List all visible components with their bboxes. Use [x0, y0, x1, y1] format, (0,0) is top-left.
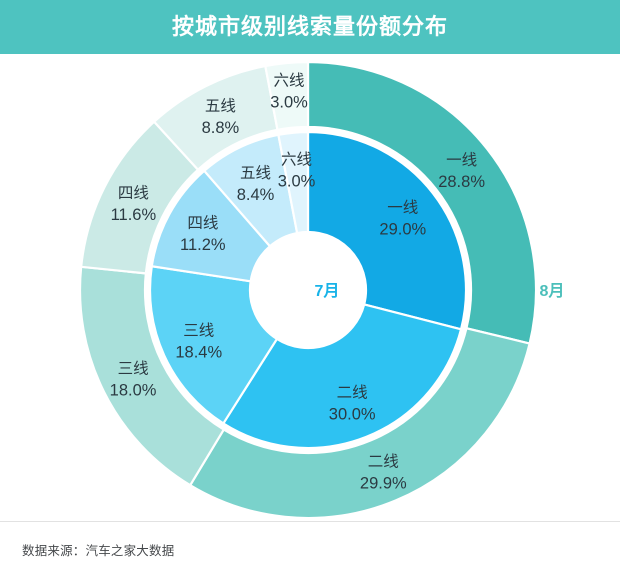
slice-value-outer-一线: 28.8% — [438, 173, 485, 191]
inner-ring-labels: 一线 29.0% 二线 30.0% 三线 18.4% 四线 11.2% 五线 8.4% 六线 3.0% — [175, 151, 426, 424]
donut-slice-inner-二线[interactable] — [221, 303, 463, 450]
slice-value-outer-五线: 8.8% — [202, 119, 240, 137]
slice-value-outer-六线: 3.0% — [270, 93, 308, 111]
title-bar: 按城市级别线索量份额分布 — [0, 0, 620, 54]
slice-value-inner-二线: 30.0% — [329, 406, 376, 424]
slice-label-outer-四线: 四线 — [118, 184, 149, 202]
slice-value-outer-二线: 29.9% — [360, 474, 407, 492]
ring-label-july: 7月 — [315, 282, 340, 300]
slice-value-outer-四线: 11.6% — [111, 206, 157, 224]
outer-ring-labels: 一线 28.8% 二线 29.9% 三线 18.0% 四线 11.6% 五线 8.8% 六线 3.0% — [110, 71, 486, 492]
slice-label-inner-二线: 二线 — [337, 384, 368, 402]
inner-ring-july — [148, 130, 468, 450]
slice-value-inner-六线: 3.0% — [278, 173, 316, 191]
slice-label-outer-六线: 六线 — [274, 71, 305, 89]
slice-value-outer-三线: 18.0% — [110, 381, 157, 399]
donut-slice-outer-一线[interactable] — [306, 60, 538, 345]
slice-value-inner-三线: 18.4% — [175, 344, 222, 362]
page-title: 按城市级别线索量份额分布 — [171, 14, 448, 39]
slice-label-outer-二线: 二线 — [368, 452, 399, 470]
donut-slice-inner-六线[interactable] — [277, 130, 310, 235]
donut-slice-inner-三线[interactable] — [148, 265, 279, 425]
data-source-note: 数据来源：汽车之家大数据 — [22, 544, 175, 558]
slice-label-inner-四线: 四线 — [187, 214, 218, 232]
slice-label-inner-五线: 五线 — [240, 164, 271, 182]
slice-label-inner-六线: 六线 — [281, 151, 312, 169]
slice-value-inner-四线: 11.2% — [180, 236, 226, 254]
slice-label-inner-一线: 一线 — [387, 198, 418, 216]
donut-chart-svg: 一线 28.8% 二线 29.9% 三线 18.0% 四线 11.6% 五线 8.8% 六线 3.0%… — [78, 60, 565, 520]
donut-slice-inner-一线[interactable] — [306, 130, 468, 331]
ring-label-august: 8月 — [540, 282, 565, 300]
slice-label-outer-三线: 三线 — [118, 359, 149, 377]
slice-label-inner-三线: 三线 — [183, 322, 214, 340]
outer-ring-august — [78, 60, 538, 520]
slice-label-outer-一线: 一线 — [446, 151, 477, 169]
slice-value-inner-五线: 8.4% — [237, 186, 275, 204]
donut-slice-outer-六线[interactable] — [264, 60, 310, 132]
footer-divider — [0, 521, 620, 522]
nested-donut-chart: 一线 28.8% 二线 29.9% 三线 18.0% 四线 11.6% 五线 8.8% 六线 3.0%… — [0, 54, 620, 520]
slice-value-inner-一线: 29.0% — [379, 220, 426, 238]
donut-slice-outer-二线[interactable] — [188, 326, 531, 520]
slice-label-outer-五线: 五线 — [205, 97, 236, 115]
